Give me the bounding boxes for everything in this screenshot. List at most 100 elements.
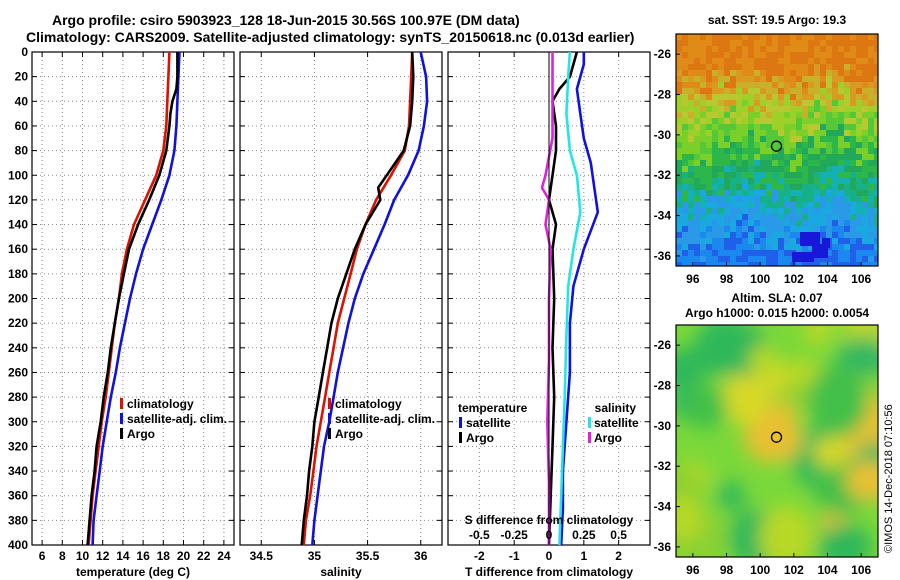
sst-cell xyxy=(844,178,850,184)
sst-cell xyxy=(730,142,736,148)
sst-cell xyxy=(706,172,712,178)
sst-cell xyxy=(838,178,844,184)
sst-cell xyxy=(832,136,838,142)
sst-cell xyxy=(760,106,766,112)
sst-cell xyxy=(796,154,802,160)
sst-cell xyxy=(844,34,850,40)
header-line-2: Climatology: CARS2009. Satellite-adjuste… xyxy=(26,29,635,45)
sst-cell xyxy=(712,130,718,136)
sst-cell xyxy=(694,94,700,100)
sst-cell xyxy=(712,190,718,196)
sst-cell xyxy=(844,232,850,238)
sst-cell xyxy=(688,238,694,244)
sst-cell xyxy=(784,94,790,100)
sst-cell xyxy=(766,196,772,202)
sst-cell xyxy=(724,112,730,118)
sst-cell xyxy=(772,46,778,52)
series-line-salinity-satellite xyxy=(558,51,582,546)
sst-cell xyxy=(730,220,736,226)
sst-cell xyxy=(706,124,712,130)
sst-cell xyxy=(856,130,862,136)
sst-cell xyxy=(742,64,748,70)
sst-cell xyxy=(700,202,706,208)
sst-cell xyxy=(808,34,814,40)
sst-cell xyxy=(802,148,808,154)
sst-cell xyxy=(772,214,778,220)
x-tick-label: 34.5 xyxy=(250,549,274,563)
sst-cell xyxy=(718,112,724,118)
sst-cell xyxy=(748,82,754,88)
sst-cell xyxy=(832,148,838,154)
sst-cell xyxy=(790,106,796,112)
sst-cell xyxy=(766,130,772,136)
sst-cell xyxy=(820,184,826,190)
map-x-tick-label: 98 xyxy=(720,563,734,577)
sst-cell xyxy=(760,250,766,256)
sst-cell xyxy=(730,214,736,220)
sla-blob xyxy=(808,364,869,438)
sst-cell xyxy=(772,202,778,208)
sst-cell xyxy=(736,70,742,76)
sst-cell xyxy=(748,172,754,178)
sst-cell xyxy=(706,202,712,208)
y-tick-label: 340 xyxy=(8,464,28,478)
sst-cell xyxy=(682,76,688,82)
sst-cell xyxy=(850,208,856,214)
sst-cell xyxy=(862,250,868,256)
sst-cell xyxy=(778,226,784,232)
sst-cell xyxy=(724,160,730,166)
sst-cell xyxy=(742,262,748,266)
sst-cell xyxy=(844,166,850,172)
sst-cell xyxy=(742,52,748,58)
sst-cell xyxy=(742,142,748,148)
sst-cell xyxy=(706,148,712,154)
sst-cell xyxy=(724,238,730,244)
sst-cell xyxy=(874,58,878,64)
sst-cell xyxy=(778,178,784,184)
sst-cell xyxy=(868,160,874,166)
sst-cell xyxy=(862,124,868,130)
sst-cell xyxy=(760,226,766,232)
sst-cell xyxy=(694,106,700,112)
sst-cell xyxy=(820,40,826,46)
sst-cell xyxy=(862,34,868,40)
sst-cell xyxy=(676,190,682,196)
sst-cell xyxy=(844,118,850,124)
sst-cell xyxy=(694,214,700,220)
sst-cell xyxy=(850,244,856,250)
sst-cell xyxy=(706,232,712,238)
sst-cell xyxy=(856,100,862,106)
sst-cell xyxy=(802,136,808,142)
y-tick-label: 300 xyxy=(8,415,28,429)
sst-cell xyxy=(700,100,706,106)
sst-cell xyxy=(820,88,826,94)
sst-cell xyxy=(784,178,790,184)
sst-cell xyxy=(850,202,856,208)
sst-cell xyxy=(712,124,718,130)
sst-cell xyxy=(754,142,760,148)
sst-cell xyxy=(742,202,748,208)
sst-cell xyxy=(790,88,796,94)
sst-cell xyxy=(772,142,778,148)
sst-cell xyxy=(862,202,868,208)
sst-cell xyxy=(712,34,718,40)
sst-cell xyxy=(694,262,700,266)
sst-cell xyxy=(826,220,832,226)
sst-cell xyxy=(862,172,868,178)
sst-cell xyxy=(706,208,712,214)
sst-cell xyxy=(868,196,874,202)
sst-cell xyxy=(844,220,850,226)
sst-cell xyxy=(772,196,778,202)
s-axis-label: S difference from climatology xyxy=(465,513,634,527)
sst-cell xyxy=(808,214,814,220)
sst-cell xyxy=(814,64,820,70)
y-tick-label: 80 xyxy=(15,144,29,158)
sst-cell xyxy=(766,214,772,220)
sst-cell xyxy=(682,46,688,52)
sst-cell xyxy=(868,64,874,70)
sst-cell xyxy=(730,46,736,52)
sst-cell xyxy=(832,196,838,202)
sst-cell xyxy=(718,34,724,40)
sst-cell xyxy=(862,160,868,166)
sst-cell xyxy=(784,166,790,172)
